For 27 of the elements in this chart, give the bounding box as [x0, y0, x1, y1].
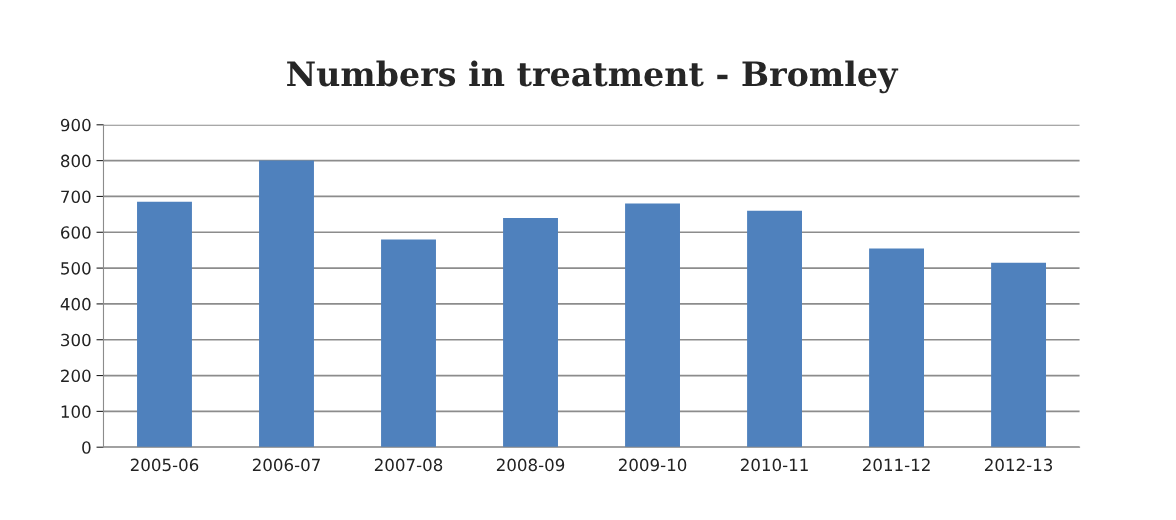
- bar: [991, 262, 1047, 448]
- y-tick-label: 300: [61, 333, 91, 347]
- y-tick-label: 900: [60, 118, 91, 132]
- bar: [381, 239, 436, 448]
- bar: [259, 160, 314, 448]
- x-tick-label: 2008-09: [496, 458, 565, 472]
- chart-title: Numbers in treatment - Bromley: [287, 60, 899, 94]
- y-tick-label: 100: [61, 405, 91, 418]
- y-tick-label: 0: [82, 441, 91, 454]
- x-tick-label: 2005-06: [130, 458, 199, 472]
- y-tick-label: 700: [61, 190, 91, 204]
- x-tick-label: 2006-07: [252, 458, 320, 472]
- x-tick-label: 2007-08: [374, 458, 443, 472]
- x-tick-label: 2012-13: [984, 458, 1053, 472]
- y-tick-label: 600: [61, 226, 91, 239]
- y-tick-label: 500: [61, 262, 91, 275]
- y-tick-label: 200: [61, 369, 91, 383]
- bar: [869, 248, 925, 448]
- bar: [625, 203, 680, 448]
- x-tick-label: 2011-12: [862, 458, 930, 472]
- x-tick-label: 2010-11: [740, 458, 808, 472]
- x-tick-label: 2009-10: [618, 458, 687, 472]
- y-tick-label: 400: [60, 297, 91, 311]
- y-tick-label: 800: [61, 154, 91, 168]
- bar: [747, 210, 802, 448]
- bar: [503, 217, 558, 448]
- bar: [137, 201, 192, 448]
